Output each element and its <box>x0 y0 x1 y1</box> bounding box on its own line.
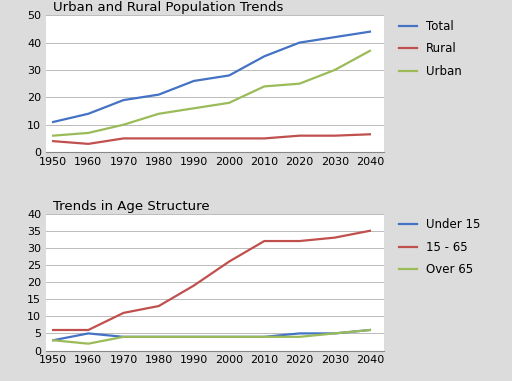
15 - 65 <box>120 311 126 315</box>
Total <box>296 40 303 45</box>
Urban <box>86 131 92 135</box>
Under 15 <box>120 335 126 339</box>
Over 65 <box>296 335 303 339</box>
Total <box>261 54 267 59</box>
Under 15 <box>332 331 338 336</box>
Over 65 <box>191 335 197 339</box>
Urban <box>191 106 197 110</box>
Under 15 <box>50 338 56 343</box>
Total <box>156 92 162 97</box>
Line: Rural: Rural <box>53 134 370 144</box>
15 - 65 <box>191 283 197 288</box>
Under 15 <box>191 335 197 339</box>
15 - 65 <box>50 328 56 332</box>
Over 65 <box>50 338 56 343</box>
Under 15 <box>261 335 267 339</box>
Line: Total: Total <box>53 32 370 122</box>
Urban <box>332 68 338 72</box>
Legend: Under 15, 15 - 65, Over 65: Under 15, 15 - 65, Over 65 <box>394 214 485 281</box>
Line: Under 15: Under 15 <box>53 330 370 340</box>
Text: Urban and Rural Population Trends: Urban and Rural Population Trends <box>53 1 283 14</box>
Over 65 <box>156 335 162 339</box>
Over 65 <box>332 331 338 336</box>
Rural <box>50 139 56 143</box>
15 - 65 <box>86 328 92 332</box>
Over 65 <box>261 335 267 339</box>
Rural <box>86 142 92 146</box>
Line: Over 65: Over 65 <box>53 330 370 344</box>
Under 15 <box>86 331 92 336</box>
Under 15 <box>226 335 232 339</box>
15 - 65 <box>261 239 267 243</box>
Over 65 <box>226 335 232 339</box>
Rural <box>332 133 338 138</box>
Line: Urban: Urban <box>53 51 370 136</box>
Urban <box>261 84 267 89</box>
Urban <box>296 82 303 86</box>
Total <box>367 29 373 34</box>
Rural <box>296 133 303 138</box>
Total <box>191 78 197 83</box>
Total <box>332 35 338 39</box>
Text: Trends in Age Structure: Trends in Age Structure <box>53 200 209 213</box>
Urban <box>156 112 162 116</box>
15 - 65 <box>226 259 232 264</box>
Urban <box>120 122 126 127</box>
15 - 65 <box>156 304 162 308</box>
Total <box>86 112 92 116</box>
Rural <box>261 136 267 141</box>
Line: 15 - 65: 15 - 65 <box>53 231 370 330</box>
Legend: Total, Rural, Urban: Total, Rural, Urban <box>394 15 466 83</box>
Over 65 <box>367 328 373 332</box>
Under 15 <box>367 328 373 332</box>
Rural <box>156 136 162 141</box>
Total <box>120 98 126 102</box>
Rural <box>120 136 126 141</box>
15 - 65 <box>332 235 338 240</box>
15 - 65 <box>296 239 303 243</box>
Urban <box>367 48 373 53</box>
15 - 65 <box>367 229 373 233</box>
Over 65 <box>120 335 126 339</box>
Under 15 <box>296 331 303 336</box>
Rural <box>367 132 373 136</box>
Rural <box>226 136 232 141</box>
Urban <box>226 101 232 105</box>
Rural <box>191 136 197 141</box>
Total <box>226 73 232 78</box>
Over 65 <box>86 341 92 346</box>
Under 15 <box>156 335 162 339</box>
Total <box>50 120 56 124</box>
Urban <box>50 133 56 138</box>
